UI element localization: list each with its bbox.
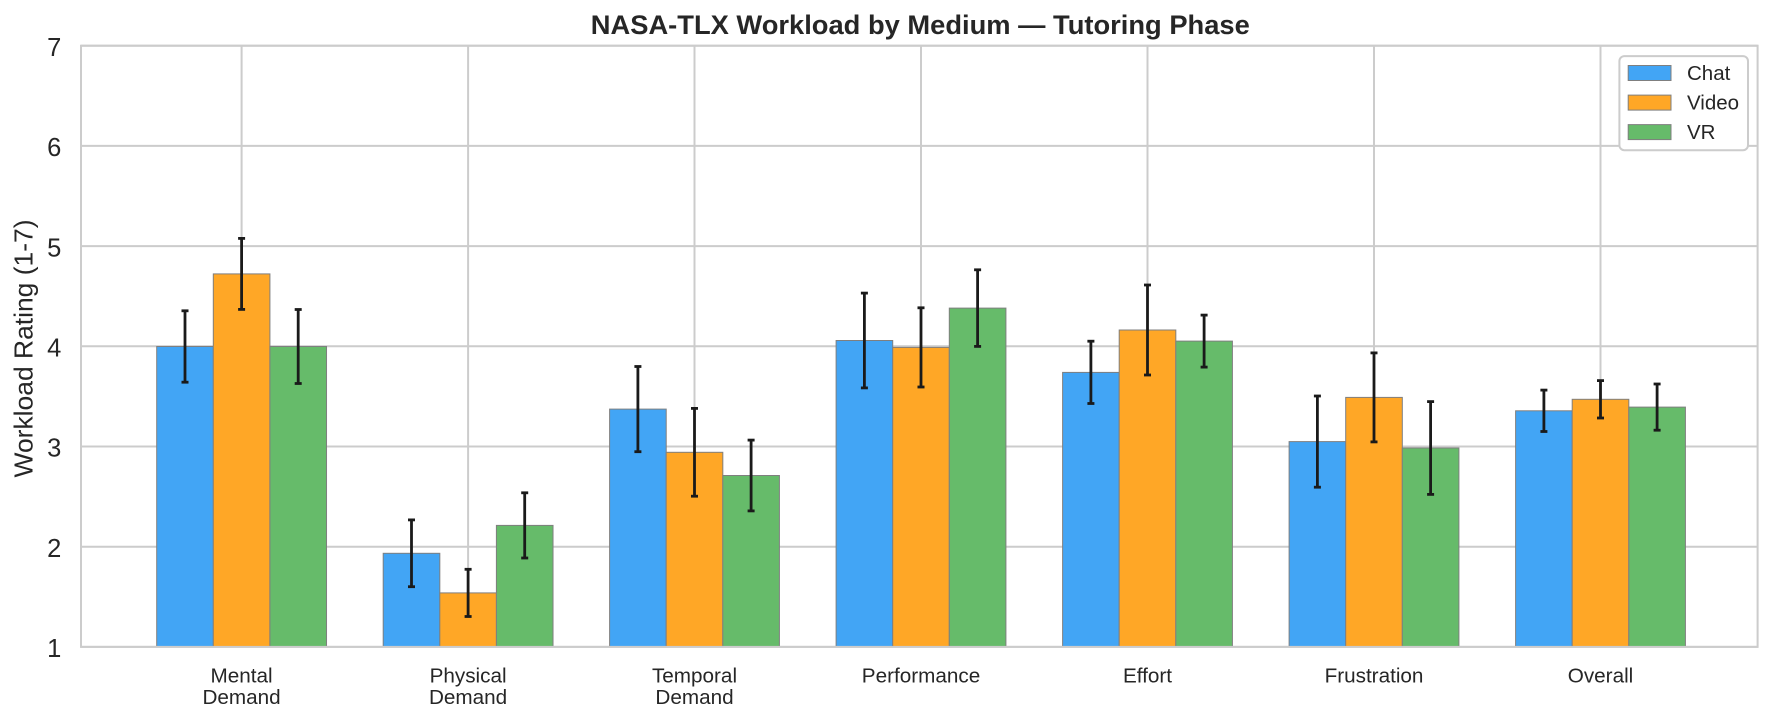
svg-text:Temporal: Temporal — [652, 665, 737, 688]
svg-text:3: 3 — [47, 435, 61, 463]
svg-text:Demand: Demand — [429, 686, 507, 709]
svg-text:Workload Rating (1-7): Workload Rating (1-7) — [8, 219, 38, 477]
svg-text:Effort: Effort — [1123, 665, 1172, 688]
svg-text:6: 6 — [47, 134, 61, 162]
svg-text:Frustration: Frustration — [1325, 665, 1424, 688]
svg-text:Demand: Demand — [655, 686, 733, 709]
svg-text:4: 4 — [47, 335, 61, 363]
svg-text:NASA-TLX Workload by Medium —: NASA-TLX Workload by Medium — Tutoring P… — [591, 10, 1250, 40]
svg-text:Mental: Mental — [211, 665, 273, 688]
svg-text:7: 7 — [47, 34, 61, 62]
svg-text:2: 2 — [47, 535, 61, 563]
svg-text:Physical: Physical — [430, 665, 507, 688]
svg-text:Video: Video — [1687, 92, 1739, 115]
svg-text:5: 5 — [47, 234, 61, 262]
svg-text:1: 1 — [47, 635, 61, 663]
svg-text:Demand: Demand — [202, 686, 280, 709]
svg-text:Performance: Performance — [862, 665, 980, 688]
svg-text:Chat: Chat — [1687, 62, 1731, 85]
svg-text:Overall: Overall — [1568, 665, 1634, 688]
svg-text:VR: VR — [1687, 121, 1715, 144]
